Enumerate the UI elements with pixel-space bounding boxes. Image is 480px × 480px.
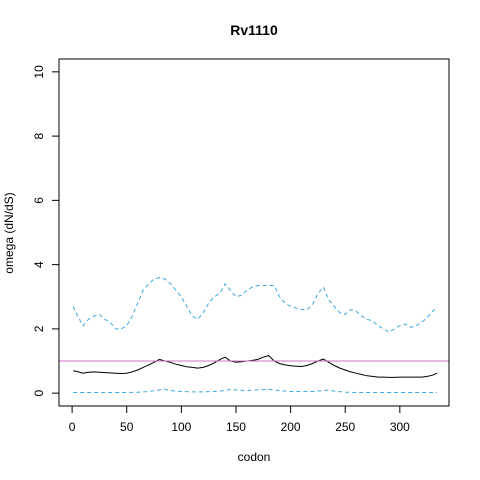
plot-frame — [58, 58, 450, 407]
series-line-3 — [73, 388, 437, 393]
series-layer — [72, 276, 438, 393]
y-tick-label: 10 — [32, 65, 46, 79]
x-tick-label: 300 — [390, 420, 410, 434]
x-tick-label: 0 — [69, 420, 76, 434]
x-axis-label: codon — [238, 450, 271, 464]
x-tick-label: 50 — [120, 420, 134, 434]
y-tick-label: 0 — [32, 389, 46, 396]
x-tick-label: 200 — [281, 420, 301, 434]
x-tick-label: 100 — [171, 420, 191, 434]
y-axis-label: omega (dN/dS) — [2, 192, 16, 273]
chart-title: Rv1110 — [230, 22, 278, 38]
y-tick-label: 2 — [32, 325, 46, 332]
y-tick-label: 6 — [32, 197, 46, 204]
y-tick-label: 4 — [32, 261, 46, 268]
x-tick-label: 150 — [226, 420, 246, 434]
series-line-2 — [73, 355, 438, 378]
x-tick-label: 250 — [335, 420, 355, 434]
y-tick-label: 8 — [32, 132, 46, 139]
